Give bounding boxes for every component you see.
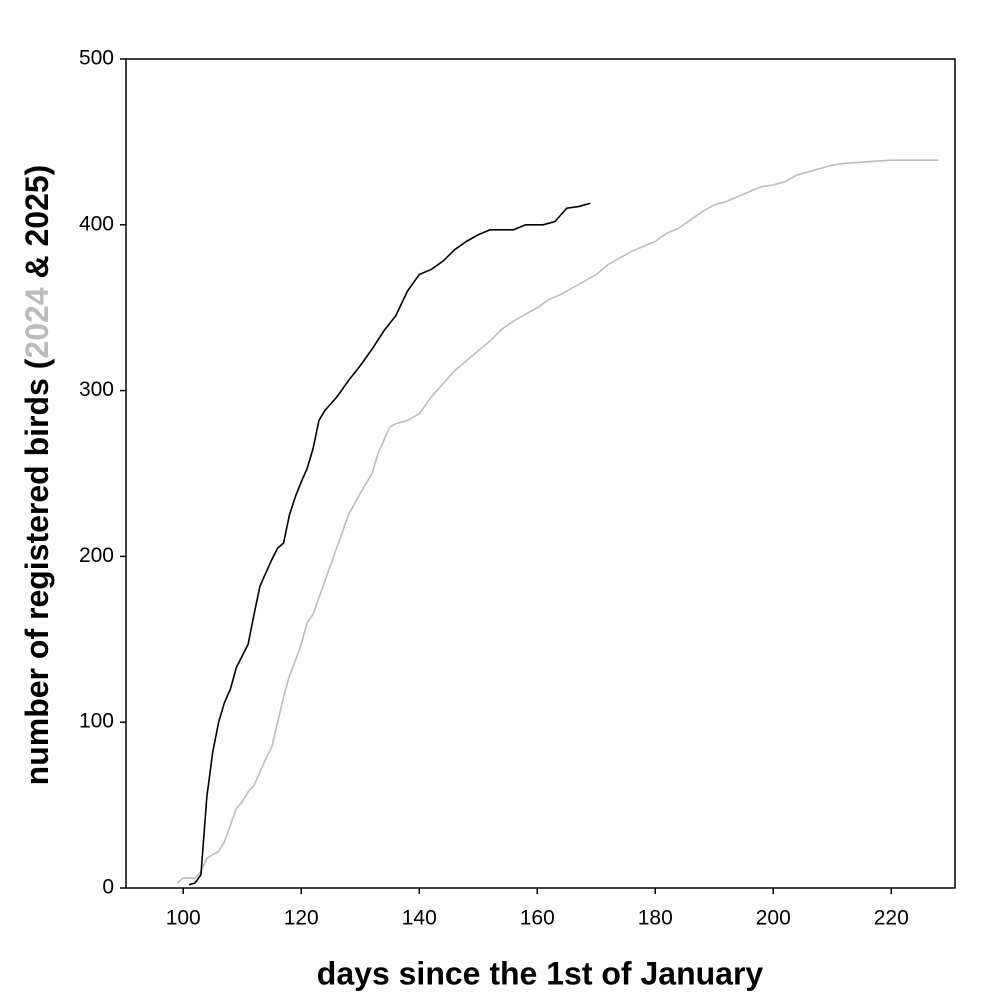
y-title-series: 2024 bbox=[19, 287, 55, 358]
x-tick-label: 140 bbox=[402, 907, 437, 930]
y-tick-label: 500 bbox=[79, 47, 114, 70]
y-title-part: & bbox=[19, 247, 55, 288]
x-tick-label: 100 bbox=[166, 907, 201, 930]
x-tick-label: 220 bbox=[874, 907, 909, 930]
y-axis-title: number of registered birds (2024 & 2025) bbox=[19, 165, 55, 786]
y-title-series: 2025 bbox=[19, 175, 55, 246]
y-tick-label: 200 bbox=[79, 544, 114, 567]
y-tick-label: 300 bbox=[79, 378, 114, 401]
series-line bbox=[188, 202, 591, 886]
y-tick-label: 400 bbox=[79, 212, 114, 235]
x-axis-title: days since the 1st of January bbox=[317, 955, 764, 991]
x-tick-label: 120 bbox=[284, 907, 319, 930]
x-tick-label: 180 bbox=[638, 907, 673, 930]
x-tick-label: 160 bbox=[520, 907, 555, 930]
y-title-part: ) bbox=[19, 165, 55, 176]
series-line bbox=[176, 159, 939, 884]
y-tick-label: 100 bbox=[79, 710, 114, 733]
plot-frame bbox=[125, 58, 956, 889]
y-tick-label: 0 bbox=[102, 876, 114, 899]
x-tick-label: 200 bbox=[756, 907, 791, 930]
y-title-part: number of registered birds ( bbox=[19, 358, 55, 785]
